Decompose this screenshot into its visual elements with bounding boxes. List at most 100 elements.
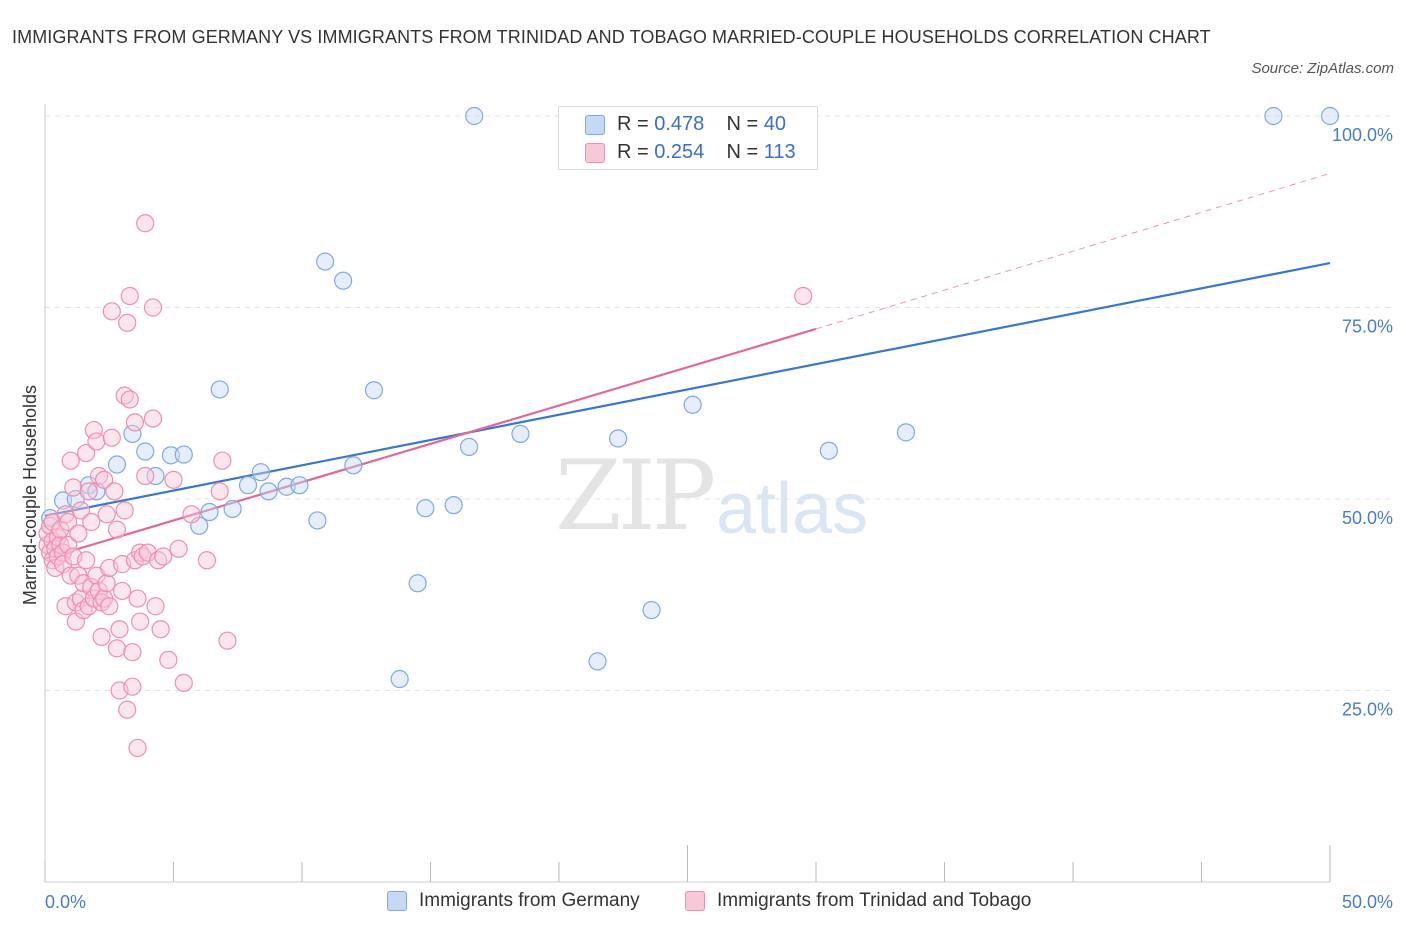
n-label: N = [726,113,764,135]
point-trinidad-54 [107,520,127,539]
point-germany-28 [416,499,435,518]
point-germany-17 [251,463,270,482]
point-trinidad-25 [69,524,88,543]
point-trinidad-47 [97,574,116,593]
point-germany-6 [107,455,127,474]
trend-lines [44,172,1331,560]
point-germany-15 [223,499,242,519]
point-germany-39 [1264,106,1283,126]
data-points [38,106,1340,758]
point-trinidad-69 [125,413,145,432]
n-value-trinidad: 113 [763,141,796,163]
correlation-legend: R = 0.478 N = 40 R = 0.254 N = 113 [558,106,818,170]
point-trinidad-51 [102,302,121,321]
point-trinidad-16 [56,597,75,616]
y-axis-title: Married-couple Households [20,385,40,605]
point-trinidad-40 [87,432,106,451]
point-germany-40 [1320,106,1340,126]
point-trinidad-17 [59,512,78,532]
point-trinidad-78 [143,298,163,317]
point-trinidad-73 [130,612,150,631]
y-tick-label-25: 25.0% [1342,700,1393,720]
point-trinidad-87 [174,673,193,692]
point-germany-11 [174,445,193,464]
r-label: R = [617,113,655,135]
watermark-atlas: atlas [716,469,869,549]
point-trinidad-70 [128,589,147,608]
point-trinidad-75 [136,214,155,233]
point-trinidad-79 [143,409,163,428]
point-trinidad-27 [71,589,91,608]
point-germany-20 [290,476,309,495]
chart-title: IMMIGRANTS FROM GERMANY VS IMMIGRANTS FR… [12,27,1211,47]
point-trinidad-61 [115,501,134,520]
point-trinidad-35 [82,512,101,532]
n-value-germany: 40 [763,113,787,135]
point-germany-30 [459,437,479,457]
point-germany-25 [364,381,384,400]
point-trinidad-31 [77,443,96,463]
legend-label-germany: Immigrants from Germany [419,890,640,911]
n-label: N = [726,141,764,163]
legend-swatch-pink [685,891,705,911]
point-trinidad-67 [123,677,142,696]
point-trinidad-90 [210,482,229,501]
point-trinidad-18 [59,535,78,555]
point-trinidad-32 [77,551,96,570]
point-trinidad-63 [118,700,137,719]
point-trinidad-88 [182,505,201,524]
source-label: Source: ZipAtlas.com [1251,60,1394,77]
point-trinidad-91 [213,451,232,470]
gridlines [45,115,1392,691]
legend-swatch-blue [387,891,407,911]
point-trinidad-76 [136,466,155,486]
point-trinidad-48 [97,505,116,524]
point-germany-23 [334,271,353,290]
point-trinidad-37 [84,420,103,440]
point-germany-8 [136,442,155,461]
point-germany-37 [819,441,838,460]
point-trinidad-57 [110,620,129,639]
point-germany-32 [511,424,530,443]
point-germany-36 [683,395,702,414]
point-trinidad-34 [79,482,98,501]
point-trinidad-66 [123,643,142,662]
point-trinidad-64 [120,286,139,306]
trend-line-trinidad-extension [815,172,1331,330]
point-trinidad-53 [105,482,124,501]
legend-label-trinidad: Immigrants from Trinidad and Tobago [717,890,1032,911]
point-germany-14 [210,380,229,399]
point-germany-24 [344,456,363,475]
trend-line-germany [44,261,1331,517]
x-tick-label-right: 50.0% [1342,892,1393,912]
point-trinidad-55 [107,639,127,658]
tick-labels: 25.0% 50.0% 75.0% 100.0% 0.0% 50.0% Married-co… [20,125,1393,912]
point-germany-7 [123,424,142,443]
point-trinidad-65 [120,390,139,409]
point-germany-35 [642,600,661,620]
y-tick-label-100: 100.0% [1332,125,1393,145]
point-trinidad-45 [95,470,114,489]
point-germany-33 [588,652,607,671]
point-germany-38 [896,423,916,442]
point-trinidad-93 [794,286,813,306]
point-trinidad-71 [128,738,147,758]
legend-swatch-pink [585,143,605,163]
point-germany-29 [444,496,463,515]
point-trinidad-80 [146,597,165,616]
point-trinidad-89 [197,551,217,570]
point-trinidad-62 [118,313,137,332]
watermark-zip: ZIP [555,440,716,552]
point-trinidad-52 [102,428,121,447]
point-trinidad-58 [112,581,132,601]
point-trinidad-82 [151,620,170,639]
point-germany-10 [161,446,181,465]
point-trinidad-21 [64,478,83,497]
r-value-germany: 0.478 [654,113,705,135]
legend-swatch-blue [585,115,605,135]
point-trinidad-44 [92,627,111,646]
point-germany-27 [408,574,427,593]
x-tick-label-left: 0.0% [45,892,86,912]
point-trinidad-84 [159,650,178,669]
